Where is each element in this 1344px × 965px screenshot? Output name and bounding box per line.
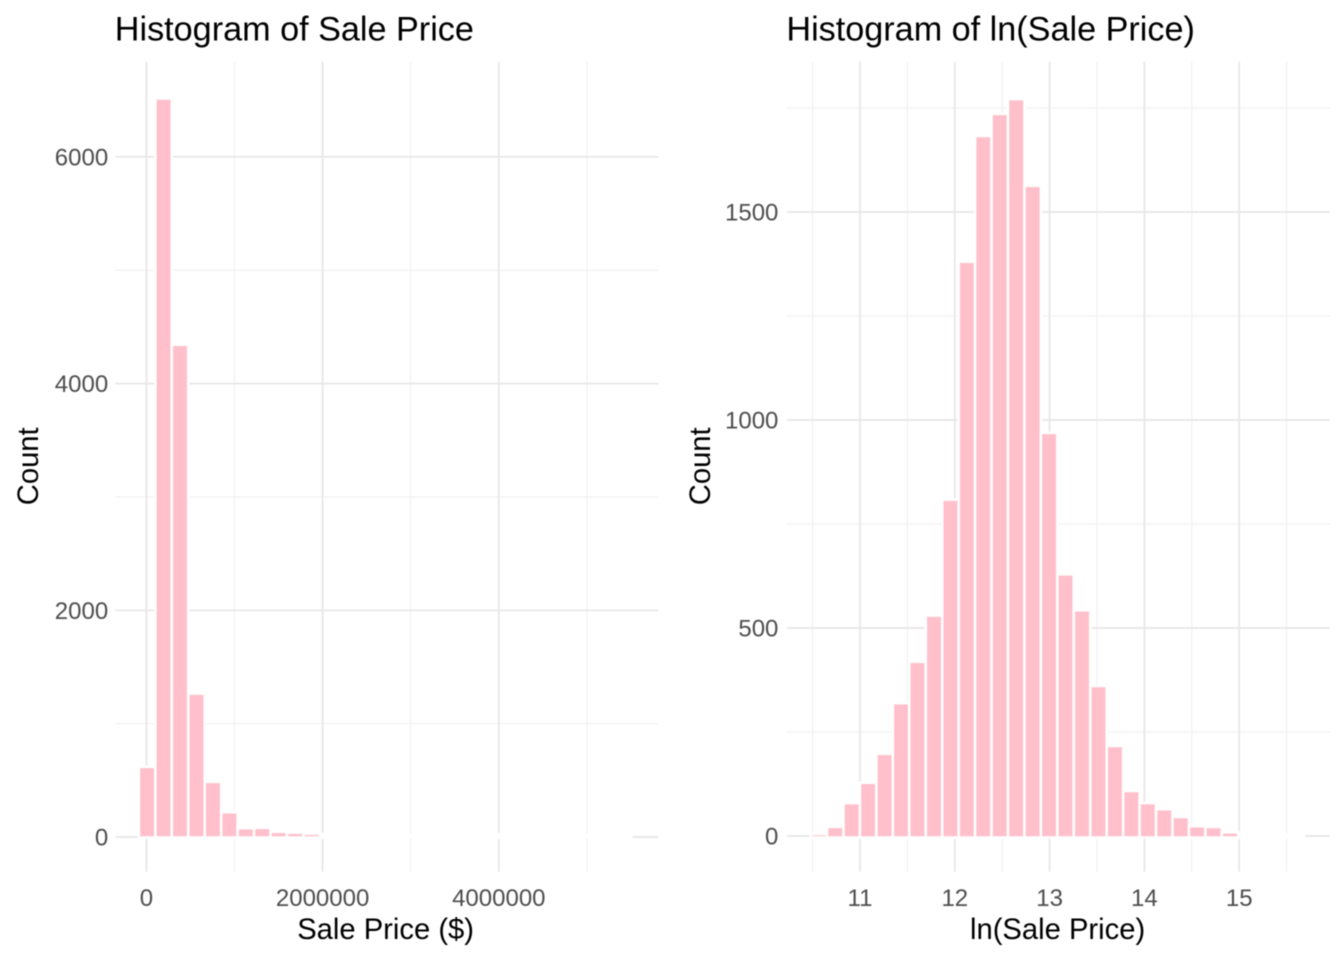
svg-text:0: 0: [95, 825, 108, 852]
svg-text:ln(Sale Price): ln(Sale Price): [970, 914, 1145, 946]
svg-text:11: 11: [848, 885, 873, 912]
svg-text:4000: 4000: [55, 371, 108, 398]
svg-text:1500: 1500: [725, 200, 778, 227]
svg-text:Histogram of Sale Price: Histogram of Sale Price: [115, 10, 474, 48]
svg-text:15: 15: [1226, 885, 1253, 912]
svg-text:12: 12: [941, 885, 968, 912]
svg-text:500: 500: [738, 616, 778, 643]
svg-text:Count: Count: [685, 427, 717, 505]
svg-text:2000: 2000: [55, 598, 108, 625]
svg-text:6000: 6000: [55, 144, 108, 171]
svg-text:Count: Count: [13, 427, 45, 505]
svg-text:Histogram of ln(Sale Price): Histogram of ln(Sale Price): [786, 10, 1194, 48]
svg-text:2000000: 2000000: [276, 885, 369, 912]
svg-text:14: 14: [1131, 885, 1158, 912]
svg-text:1000: 1000: [725, 408, 778, 435]
svg-text:Sale Price ($): Sale Price ($): [297, 914, 474, 946]
svg-text:13: 13: [1036, 885, 1063, 912]
svg-text:4000000: 4000000: [452, 885, 545, 912]
svg-text:0: 0: [140, 885, 153, 912]
svg-text:0: 0: [765, 824, 778, 851]
